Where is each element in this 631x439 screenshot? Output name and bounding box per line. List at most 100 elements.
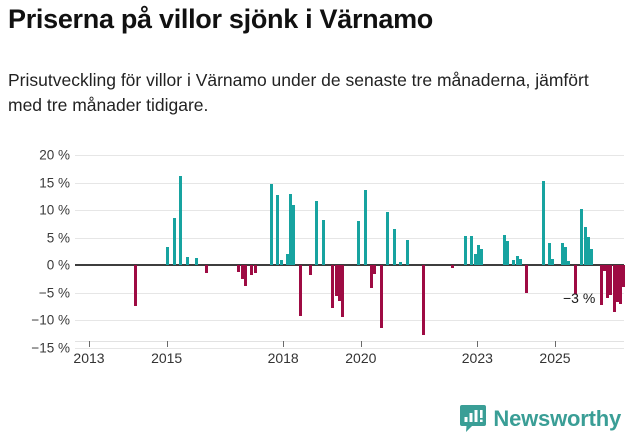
y-axis-label: −15 % [31,340,70,355]
chart-bar [586,236,590,265]
y-axis-label: −5 % [38,285,70,300]
chart-plot-area: 20 % 15 % 10 % 5 % 0 % −5 % −10 % −15 % [0,148,631,365]
chart-bar [515,256,519,265]
chart-bar [606,265,610,298]
chart-bar [450,265,454,268]
chart-bar [421,265,425,336]
gridline [75,347,624,349]
gridline [75,320,624,321]
y-axis-label: 10 % [39,202,70,218]
chart-bar [502,235,506,265]
chart-bar [505,241,509,265]
chart-bar [250,265,254,275]
chart-bar [253,265,257,273]
page-subtitle: Prisutveckling för villor i Värnamo unde… [8,70,589,116]
chart-bar [612,265,616,312]
newsworthy-logo[interactable]: Newsworthy [460,405,621,433]
chart-bar [340,265,344,318]
chart-bar [337,265,341,301]
chart-bar [370,265,374,289]
x-axis-tick [283,341,285,347]
x-axis-label: 2023 [461,350,493,366]
x-axis-line [75,341,624,342]
chart-bar [179,175,183,265]
chart-y-axis: 20 % 15 % 10 % 5 % 0 % −5 % −10 % −15 % [0,148,70,365]
chart-bar [573,265,577,294]
chart-bar [564,247,568,265]
chart-bar [541,181,545,265]
chart-bar [269,183,273,265]
gridline [75,210,624,211]
chart-bar [172,218,176,265]
bar-chart-bubble-icon [460,405,487,432]
chart-bar [315,201,319,265]
chart-bar [560,243,564,265]
chart-bar [518,258,522,265]
x-axis-tick [89,341,90,347]
chart-bar [405,240,409,265]
x-axis-label: 2013 [73,350,105,366]
zero-line [75,264,624,266]
x-axis-label: 2015 [151,350,183,366]
y-axis-label: −10 % [31,312,70,328]
chart-bar [480,249,484,265]
gridline [75,182,624,184]
chart-bar [609,265,613,295]
chart-bar [240,265,244,280]
chart-bar [399,261,403,265]
gridline [75,237,624,239]
chart-bar [373,265,377,274]
chart-bar [308,265,312,275]
chart-bar [567,260,571,265]
chart-bar [590,248,594,265]
x-axis-tick [477,341,479,347]
chart-bar [276,194,280,265]
chart-bar [243,265,247,286]
chart-bar [463,236,467,265]
newsworthy-logo-text: Newsworthy [493,406,621,431]
chart-bar [602,265,606,271]
chart-bar [166,247,170,265]
chart-bar [195,258,199,265]
x-axis-tick [166,341,168,347]
chart-bar [622,265,626,287]
chart-bar [548,243,551,265]
chart-bar [386,211,390,265]
chart-bar [473,254,477,265]
chart-bar [512,259,516,265]
chart-bar [133,265,137,307]
chart-bar [580,208,584,265]
chart-bar [525,265,529,293]
chart-bars [0,155,631,365]
x-axis-label: 2025 [539,350,571,366]
chart-bar [583,226,587,265]
y-axis-label: 15 % [39,175,70,190]
y-axis-label: 5 % [46,230,70,245]
gridline [75,155,624,156]
chart-bar [237,265,241,272]
chart-bar [619,265,623,304]
chart-bar [357,221,361,265]
last-value-annotation: −3 % [563,290,596,306]
chart-bar [289,193,293,265]
chart-bar [476,245,480,265]
chart-bar [363,190,367,265]
page-title: Priserna på villor sjönk i Värnamo [8,4,433,34]
x-axis-label: 2018 [267,350,299,366]
gridline [75,292,624,294]
chart-bar [185,257,189,265]
chart-bar [599,265,603,305]
chart-bar [331,265,335,308]
chart-bar [379,265,383,329]
chart-bar [205,265,209,274]
chart-bar [298,265,302,316]
chart-bar [334,265,338,296]
chart-bar [615,265,619,303]
chart-x-axis: 2013 2015 2018 2020 2023 2025 [0,341,631,381]
y-axis-label: 20 % [39,147,70,163]
x-axis-label: 2020 [345,350,377,366]
chart-bar [321,219,325,265]
chart-bar [470,236,474,265]
x-axis-tick [555,341,556,347]
chart-bar [392,228,396,265]
